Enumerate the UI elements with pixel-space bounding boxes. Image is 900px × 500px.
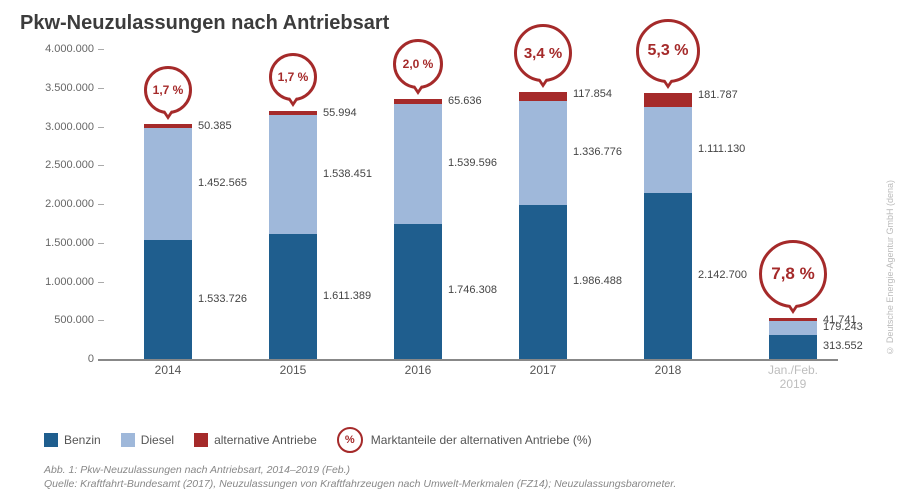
market-share-bubble: 1,7 % <box>269 53 317 101</box>
x-tick-label: 2017 <box>530 363 557 377</box>
bar-segment-diesel: 1.452.565 <box>144 128 192 241</box>
bar-group: 1.533.7261.452.56550.385 <box>144 124 192 359</box>
legend-label-benzin: Benzin <box>64 433 101 447</box>
swatch-alt <box>194 433 208 447</box>
market-share-bubble: 7,8 % <box>759 240 827 308</box>
market-share-bubble: 5,3 % <box>636 19 700 83</box>
market-share-bubble: 3,4 % <box>514 24 572 82</box>
bar-segment-alt: 65.636 <box>394 99 442 104</box>
figure-root: Pkw-Neuzulassungen nach Antriebsart 0 500… <box>0 0 900 500</box>
x-tick-label: 2015 <box>280 363 307 377</box>
y-tick-label: 4.000.000 <box>28 43 94 55</box>
value-label-benzin: 1.533.726 <box>198 293 247 305</box>
value-label-diesel: 1.111.130 <box>698 143 745 155</box>
chart-area: 0 500.000 1.000.000 1.500.000 2.000.000 2.500… <box>28 41 858 401</box>
y-tick-label: 1.500.000 <box>28 237 94 249</box>
bar-segment-diesel: 1.111.130 <box>644 107 692 193</box>
bar-segment-diesel: 179.243 <box>769 321 817 335</box>
bar-segment-benzin: 1.986.488 <box>519 205 567 359</box>
value-label-benzin: 2.142.700 <box>698 269 747 281</box>
bar-segment-alt: 181.787 <box>644 93 692 107</box>
value-label-alt: 41.741 <box>823 314 857 326</box>
bar-group: 313.552179.24341.741 <box>769 318 817 359</box>
value-label-benzin: 1.986.488 <box>573 275 622 287</box>
value-label-benzin: 1.611.389 <box>323 290 371 302</box>
footnote-line2: Quelle: Kraftfahrt-Bundesamt (2017), Neu… <box>44 477 872 491</box>
chart-title: Pkw-Neuzulassungen nach Antriebsart <box>20 12 872 35</box>
bar-segment-diesel: 1.539.596 <box>394 104 442 223</box>
legend-item-alt: alternative Antriebe <box>194 433 317 447</box>
legend-item-diesel: Diesel <box>121 433 174 447</box>
value-label-benzin: 1.746.308 <box>448 284 497 296</box>
value-label-diesel: 1.336.776 <box>573 146 622 158</box>
y-tick-label: 0 <box>28 353 94 365</box>
value-label-alt: 50.385 <box>198 120 232 132</box>
value-label-alt: 55.994 <box>323 107 357 119</box>
y-tick-label: 2.500.000 <box>28 159 94 171</box>
footnote: Abb. 1: Pkw-Neuzulassungen nach Antriebs… <box>44 463 872 491</box>
bar-segment-alt: 55.994 <box>269 111 317 115</box>
bar-segment-diesel: 1.538.451 <box>269 115 317 234</box>
legend-item-benzin: Benzin <box>44 433 101 447</box>
bar-segment-alt: 50.385 <box>144 124 192 128</box>
bar-segment-diesel: 1.336.776 <box>519 101 567 205</box>
legend-label-alt: alternative Antriebe <box>214 433 317 447</box>
x-tick-label: 2014 <box>155 363 182 377</box>
swatch-diesel <box>121 433 135 447</box>
plot-area: 1.533.7261.452.56550.3851,7 %1.611.3891.… <box>98 49 838 361</box>
y-tick-label: 1.000.000 <box>28 276 94 288</box>
legend-item-bubble: % Marktanteile der alternativen Antriebe… <box>337 427 592 453</box>
footnote-line1: Abb. 1: Pkw-Neuzulassungen nach Antriebs… <box>44 463 872 477</box>
bar-segment-benzin: 1.533.726 <box>144 240 192 359</box>
bar-group: 1.746.3081.539.59665.636 <box>394 99 442 359</box>
legend: Benzin Diesel alternative Antriebe % Mar… <box>44 427 872 453</box>
bar-segment-benzin: 1.611.389 <box>269 234 317 359</box>
market-share-bubble: 1,7 % <box>144 66 192 114</box>
bubble-icon: % <box>337 427 363 453</box>
bar-segment-alt: 117.854 <box>519 92 567 101</box>
legend-label-bubble: Marktanteile der alternativen Antriebe (… <box>371 433 592 447</box>
value-label-alt: 117.854 <box>573 88 612 100</box>
value-label-diesel: 1.539.596 <box>448 157 497 169</box>
copyright: © Deutsche Energie-Agentur GmbH (dena) <box>885 180 895 356</box>
value-label-alt: 181.787 <box>698 89 738 101</box>
y-tick-label: 3.000.000 <box>28 121 94 133</box>
bar-segment-alt: 41.741 <box>769 318 817 321</box>
bubble-symbol: % <box>345 434 355 446</box>
x-tick-label: Jan./Feb. 2019 <box>761 363 826 391</box>
bar-segment-benzin: 1.746.308 <box>394 224 442 359</box>
legend-label-diesel: Diesel <box>141 433 174 447</box>
x-tick-label: 2016 <box>405 363 432 377</box>
bar-segment-benzin: 2.142.700 <box>644 193 692 359</box>
x-tick-label: 2018 <box>655 363 682 377</box>
market-share-bubble: 2,0 % <box>393 39 443 89</box>
value-label-alt: 65.636 <box>448 95 482 107</box>
bar-group: 2.142.7001.111.130181.787 <box>644 93 692 359</box>
bar-group: 1.986.4881.336.776117.854 <box>519 92 567 359</box>
value-label-diesel: 1.452.565 <box>198 177 247 189</box>
y-tick-label: 500.000 <box>28 314 94 326</box>
bar-segment-benzin: 313.552 <box>769 335 817 359</box>
value-label-benzin: 313.552 <box>823 340 863 352</box>
bar-group: 1.611.3891.538.45155.994 <box>269 111 317 359</box>
swatch-benzin <box>44 433 58 447</box>
y-tick-label: 2.000.000 <box>28 198 94 210</box>
y-tick-label: 3.500.000 <box>28 82 94 94</box>
value-label-diesel: 1.538.451 <box>323 168 372 180</box>
